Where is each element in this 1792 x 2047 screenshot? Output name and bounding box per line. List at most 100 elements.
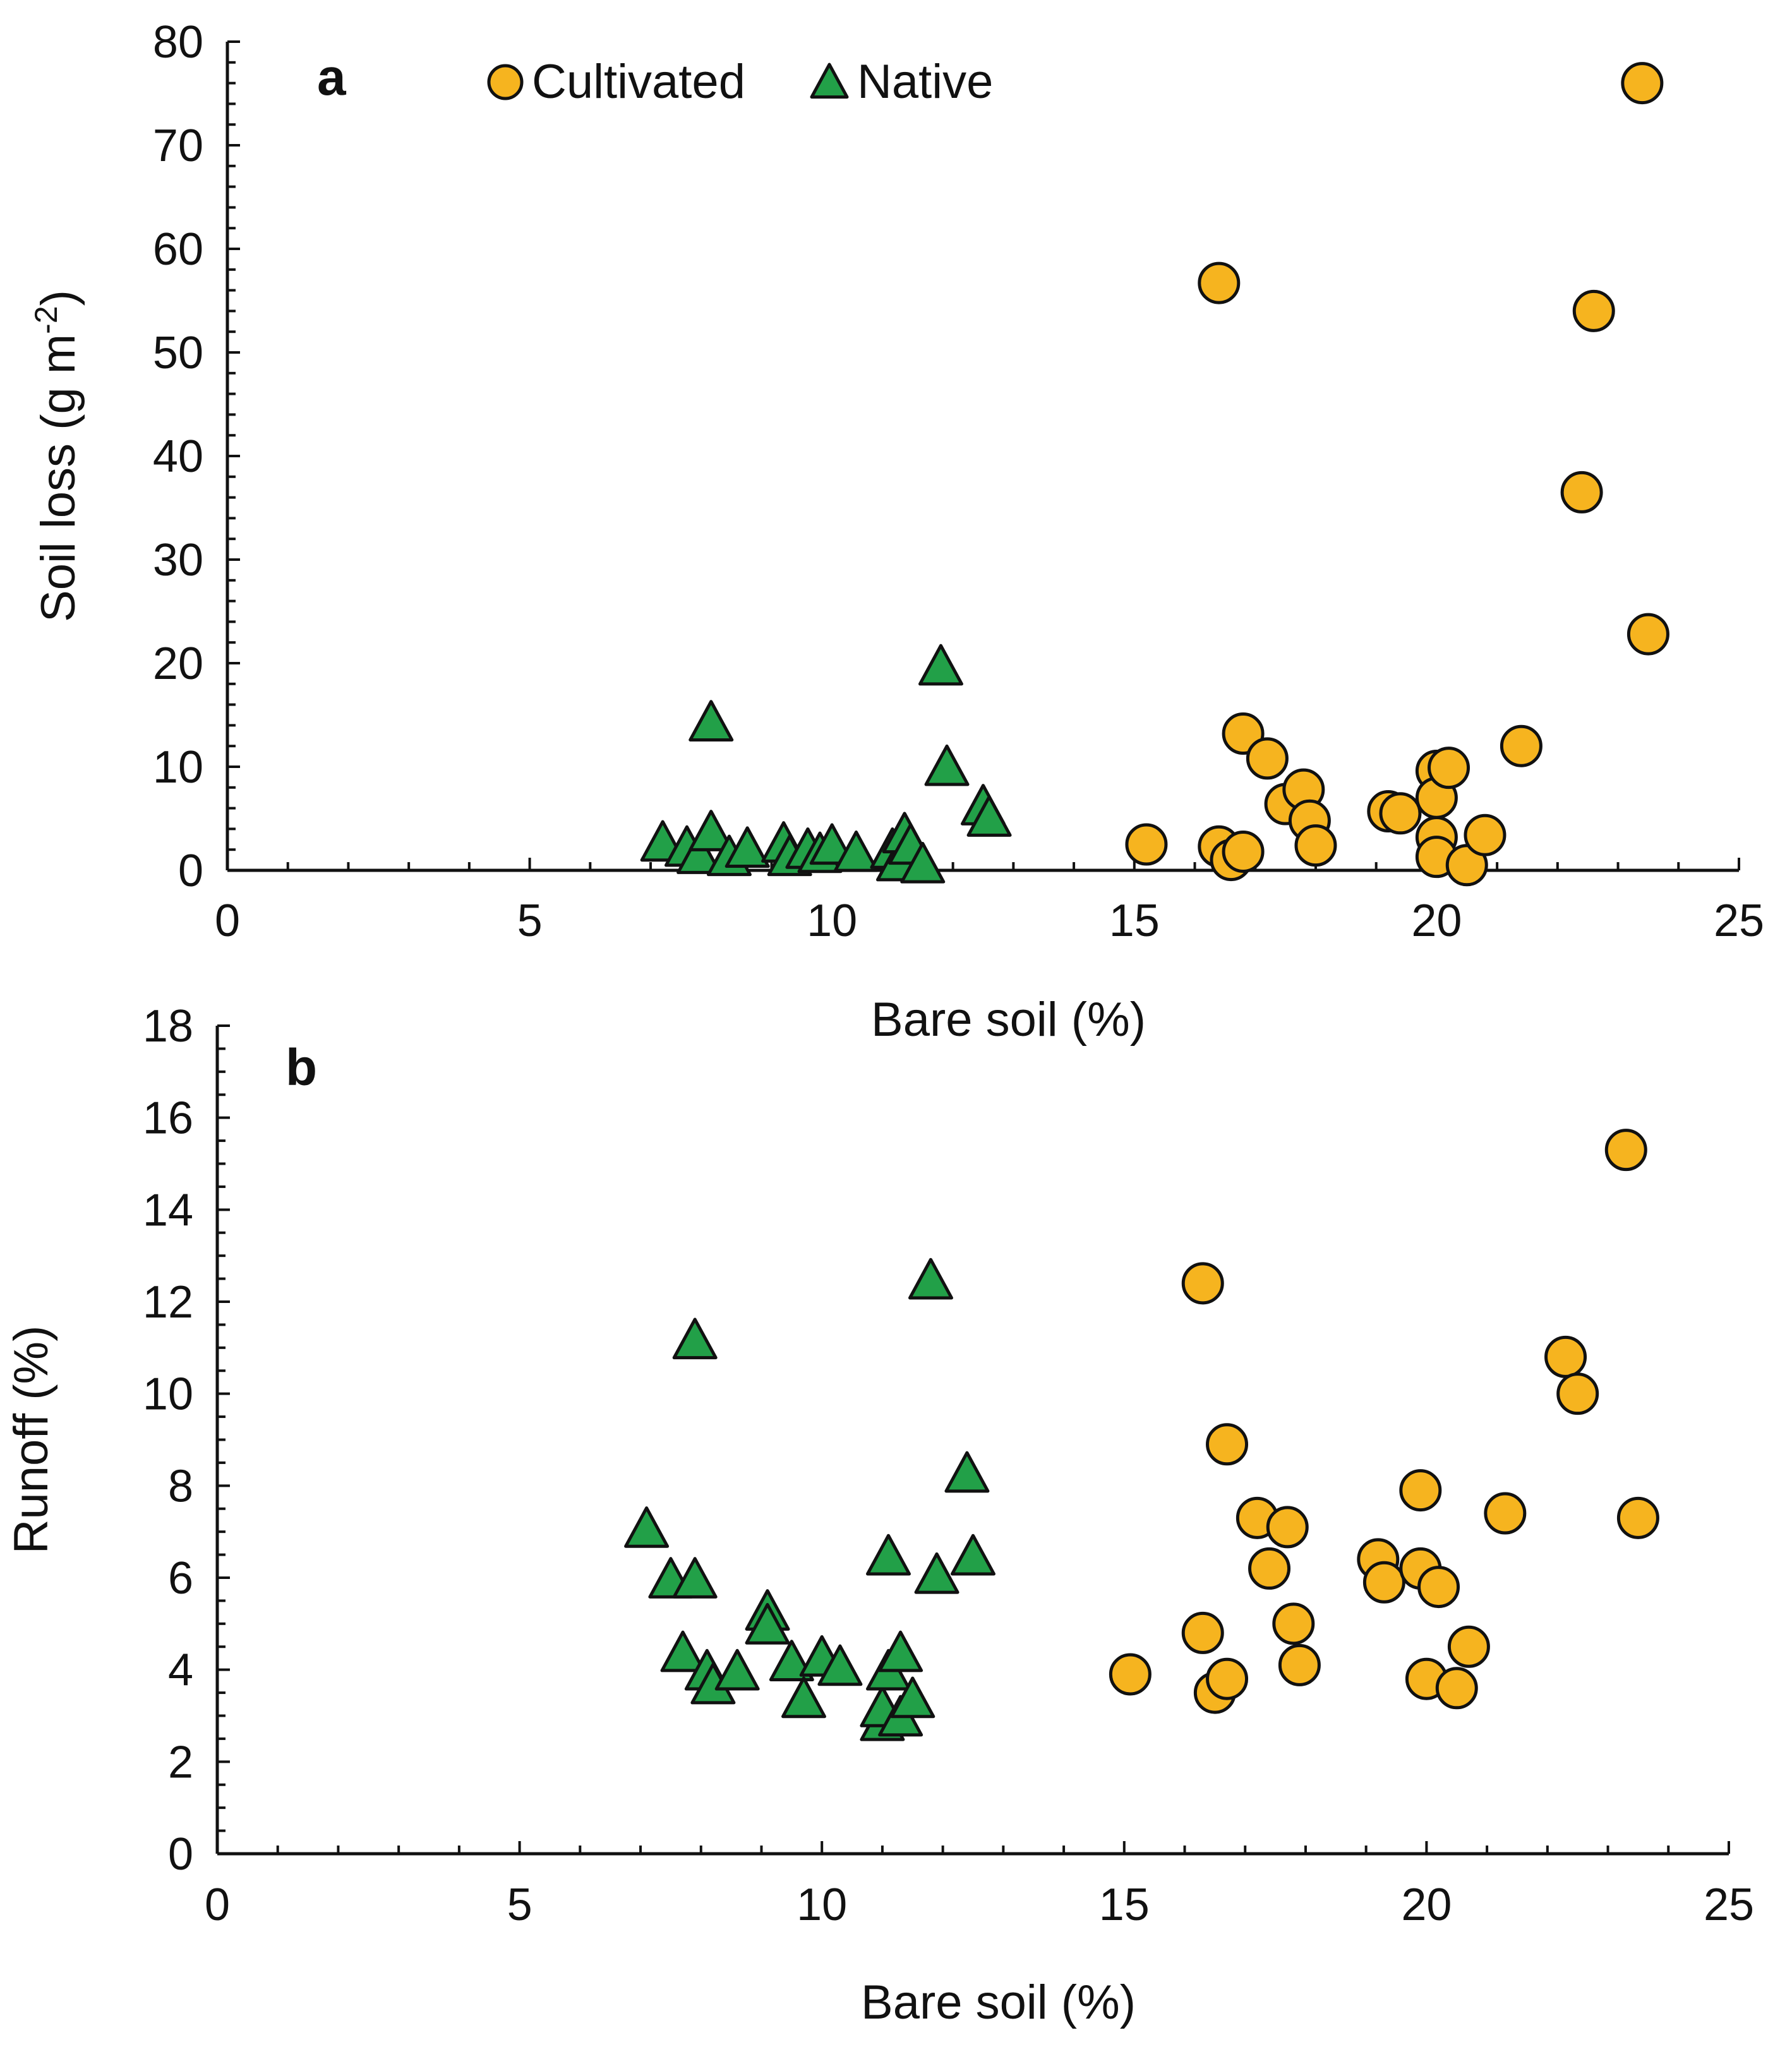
y-tick-label-b: 14 [143,1185,193,1235]
data-point-native [660,1630,706,1672]
x-tick-label-a: 0 [215,896,240,946]
panel-b-runoff-chart: 0 5 10 15 20 25 0 2 4 6 8 10 12 14 16 18 Bare soil (%) Ru… [4,1001,1754,2029]
y-tick-label-b: 6 [168,1553,193,1604]
data-point-native [624,1506,670,1548]
data-point-native [714,1648,760,1691]
data-point-cultivated [1447,1625,1490,1668]
data-point-native [817,1644,863,1686]
data-point-native [672,1557,718,1599]
data-point-cultivated [1627,613,1669,656]
y-tick-label-b: 8 [168,1461,193,1511]
y-tick-label-b: 2 [168,1737,193,1787]
data-point-native [914,1552,959,1594]
legend-label-native: Native [857,55,993,109]
y-tick-label-a: 80 [153,17,203,68]
data-point-native [781,1676,826,1719]
panel-label-b: b [286,1039,317,1096]
data-point-cultivated [1248,1547,1291,1590]
x-tick-label-b: 10 [797,1880,847,1930]
data-point-cultivated [1464,813,1506,856]
data-point-native [689,700,734,741]
x-axis-title-a: Bare soil (%) [871,993,1146,1047]
data-point-cultivated [1379,792,1422,835]
data-point-native [672,1318,718,1360]
x-tick-label-b: 15 [1099,1880,1150,1930]
y-tick-label-a: 50 [153,328,203,378]
legend-marker-cultivated [487,64,524,100]
data-point-cultivated [1621,62,1664,105]
x-tick-label-b: 0 [205,1880,230,1930]
x-tick-label-a: 20 [1411,896,1462,946]
data-point-cultivated [1246,737,1289,780]
y-tick-label-a: 40 [153,431,203,482]
data-point-cultivated [1362,1561,1405,1604]
data-point-native [833,830,879,872]
y-tick-label-a: 60 [153,224,203,275]
y-tick-label-a: 20 [153,639,203,689]
x-tick-label-a: 15 [1109,896,1160,946]
data-point-cultivated [1604,1129,1647,1172]
y-tick-label-b: 12 [143,1277,193,1328]
data-point-cultivated [1198,261,1241,304]
legend-marker-native [810,63,849,99]
y-tick-label-b: 4 [168,1645,193,1696]
x-tick-label-b: 20 [1401,1880,1452,1930]
data-point-cultivated [1206,1423,1249,1466]
y-tick-label-a: 70 [153,121,203,171]
x-tick-label-a: 10 [807,896,857,946]
data-point-native [878,1630,923,1672]
panel-label-a: a [317,49,347,106]
y-axis-title-main: Soil loss (g m [32,334,85,622]
data-point-native [951,1534,995,1576]
x-tick-label-a: 5 [517,896,543,946]
data-point-native [745,1602,790,1645]
data-point-cultivated [1294,824,1337,867]
x-tick-label-b: 25 [1704,1880,1754,1930]
y-axis-title-a: Soil loss (g m-2) [28,290,85,622]
data-point-native [865,1534,911,1576]
data-point-cultivated [1544,1335,1587,1378]
y-tick-label-a: 30 [153,535,203,585]
data-point-cultivated [1181,1611,1224,1654]
data-point-cultivated [1500,724,1542,767]
data-point-cultivated [1556,1372,1599,1415]
data-point-cultivated [1272,1602,1315,1645]
data-point-native [725,826,770,868]
data-point-native [908,1258,953,1300]
y-tick-label-b: 0 [168,1829,193,1880]
y-tick-label-b: 18 [143,1001,193,1052]
y-axis-title-tail: ) [32,290,85,306]
x-tick-label-b: 5 [507,1880,532,1930]
data-point-native [677,832,722,874]
data-point-cultivated [1109,1653,1152,1696]
y-axis-title-superscript: -2 [28,306,64,333]
data-point-cultivated [1560,471,1603,513]
data-point-cultivated [1206,1657,1249,1700]
y-tick-label-b: 10 [143,1369,193,1420]
legend-label-cultivated: Cultivated [532,55,745,109]
data-point-cultivated [1616,1496,1659,1539]
data-point-cultivated [1484,1492,1527,1535]
data-point-native [809,823,855,865]
data-point-cultivated [1222,830,1265,873]
data-point-native [944,1451,990,1493]
data-point-cultivated [1278,1643,1321,1686]
data-point-cultivated [1428,747,1470,789]
y-tick-label-a: 0 [178,846,203,896]
y-axis-title-b: Runoff (%) [4,1326,58,1554]
data-point-native [900,841,946,884]
y-tick-label-b: 16 [143,1093,193,1144]
data-point-cultivated [1125,823,1168,866]
x-tick-label-a: 25 [1714,896,1764,946]
data-point-native [924,744,970,786]
data-point-cultivated [1417,1566,1460,1609]
data-point-native [689,810,734,851]
data-point-cultivated [1181,1262,1224,1305]
data-point-cultivated [1572,289,1615,332]
data-point-cultivated [1266,1506,1309,1549]
y-tick-label-a: 10 [153,742,203,793]
data-point-native [890,1676,935,1719]
x-axis-title-b: Bare soil (%) [861,1976,1136,2029]
data-point-cultivated [1399,1469,1442,1512]
